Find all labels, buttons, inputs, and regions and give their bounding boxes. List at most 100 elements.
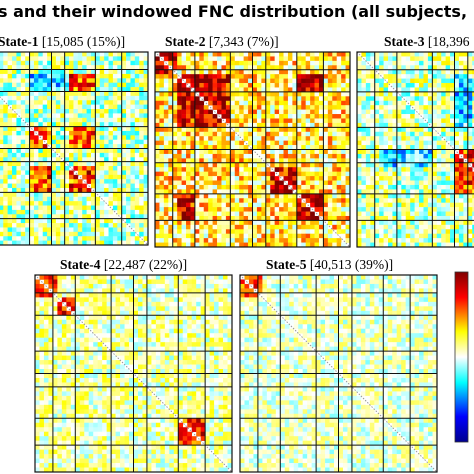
matrix-cell <box>25 117 30 123</box>
matrix-cell <box>130 240 136 246</box>
matrix-cell <box>126 183 131 189</box>
matrix-cell <box>239 193 244 199</box>
matrix-cell <box>130 60 136 66</box>
matrix-cell <box>29 69 35 75</box>
matrix-cell <box>159 233 165 239</box>
matrix-cell <box>296 202 302 208</box>
matrix-cell <box>3 56 8 62</box>
matrix-cell <box>82 95 87 101</box>
matrix-cell <box>117 240 122 246</box>
matrix-cell <box>77 69 83 75</box>
matrix-cell <box>3 130 8 136</box>
matrix-cell <box>143 87 149 92</box>
matrix-cell <box>314 52 320 57</box>
matrix-cell <box>301 162 306 168</box>
matrix-cell <box>365 149 371 155</box>
matrix-cell <box>139 100 144 105</box>
matrix-cell <box>252 207 258 212</box>
matrix-cell <box>117 218 122 224</box>
matrix-cell <box>3 231 8 237</box>
matrix-cell <box>38 87 44 92</box>
matrix-cell <box>401 78 407 84</box>
matrix-cell <box>310 131 315 137</box>
matrix-cell <box>287 189 293 195</box>
matrix-cell <box>168 114 174 119</box>
matrix-cell <box>432 145 438 150</box>
matrix-cell <box>221 220 227 226</box>
matrix-cell <box>25 152 30 158</box>
matrix-cell <box>383 105 389 110</box>
matrix-cell <box>341 52 346 57</box>
matrix-cell <box>33 135 39 141</box>
matrix-cell <box>292 198 298 203</box>
matrix-cell <box>64 100 70 105</box>
matrix-cell <box>467 122 473 128</box>
matrix-cell <box>256 167 262 172</box>
matrix-cell <box>155 167 160 172</box>
matrix-cell <box>208 184 213 190</box>
matrix-cell <box>230 224 236 230</box>
matrix-cell <box>279 202 284 208</box>
matrix-cell <box>458 105 464 110</box>
matrix-cell <box>374 65 380 71</box>
panel-label: State-2 [7,343 (7%)] <box>165 34 279 49</box>
matrix-cell <box>104 240 109 246</box>
matrix-cell <box>99 91 105 97</box>
matrix-cell <box>0 73 4 79</box>
matrix-cell <box>445 83 451 88</box>
matrix-cell <box>99 52 105 57</box>
matrix-cell <box>441 69 446 75</box>
matrix-cell <box>283 224 289 230</box>
matrix-cell <box>181 140 187 146</box>
matrix-cell <box>177 211 182 217</box>
matrix-cell <box>370 87 376 93</box>
matrix-cell <box>230 114 236 119</box>
matrix-cell <box>217 176 222 181</box>
matrix-cell <box>208 74 213 79</box>
matrix-cell <box>365 100 371 106</box>
matrix-cell <box>12 56 17 62</box>
matrix-cell <box>82 60 87 66</box>
matrix-cell <box>64 183 70 189</box>
matrix-cell <box>225 91 231 97</box>
matrix-cell <box>90 95 96 101</box>
matrix-cell <box>108 240 114 246</box>
matrix-cell <box>108 152 114 158</box>
matrix-cell <box>405 153 411 159</box>
matrix-cell <box>77 152 83 158</box>
matrix-cell <box>221 105 227 110</box>
matrix-cell <box>261 60 267 66</box>
matrix-cell <box>361 114 367 119</box>
matrix-cell <box>423 109 429 115</box>
matrix-cell <box>314 87 320 93</box>
matrix-cell <box>177 78 182 84</box>
matrix-cell <box>243 193 249 199</box>
matrix-cell <box>270 60 275 66</box>
matrix-cell <box>314 224 320 230</box>
matrix-cell <box>248 189 253 195</box>
matrix-cell <box>86 122 92 127</box>
matrix-cell <box>55 144 61 149</box>
state-name: State-2 <box>165 34 206 49</box>
matrix-cell <box>73 95 79 101</box>
matrix-cell <box>86 109 92 114</box>
matrix-cell <box>77 183 83 189</box>
matrix-cell <box>108 166 114 171</box>
matrix-cell <box>221 140 227 146</box>
matrix-cell <box>261 189 267 195</box>
matrix-cell <box>261 56 267 62</box>
matrix-cell <box>323 65 329 71</box>
matrix-cell <box>69 174 74 180</box>
matrix-cell <box>190 158 196 164</box>
matrix-cell <box>345 118 351 124</box>
matrix-cell <box>172 96 178 102</box>
matrix-cell <box>121 122 127 127</box>
matrix-cell <box>199 122 205 128</box>
matrix-cell <box>104 183 109 189</box>
matrix-cell <box>181 211 187 217</box>
matrix-cell <box>90 201 96 206</box>
matrix-cell <box>99 126 105 132</box>
matrix-cell <box>296 220 302 226</box>
matrix-cell <box>234 136 240 141</box>
matrix-cell <box>450 91 455 97</box>
